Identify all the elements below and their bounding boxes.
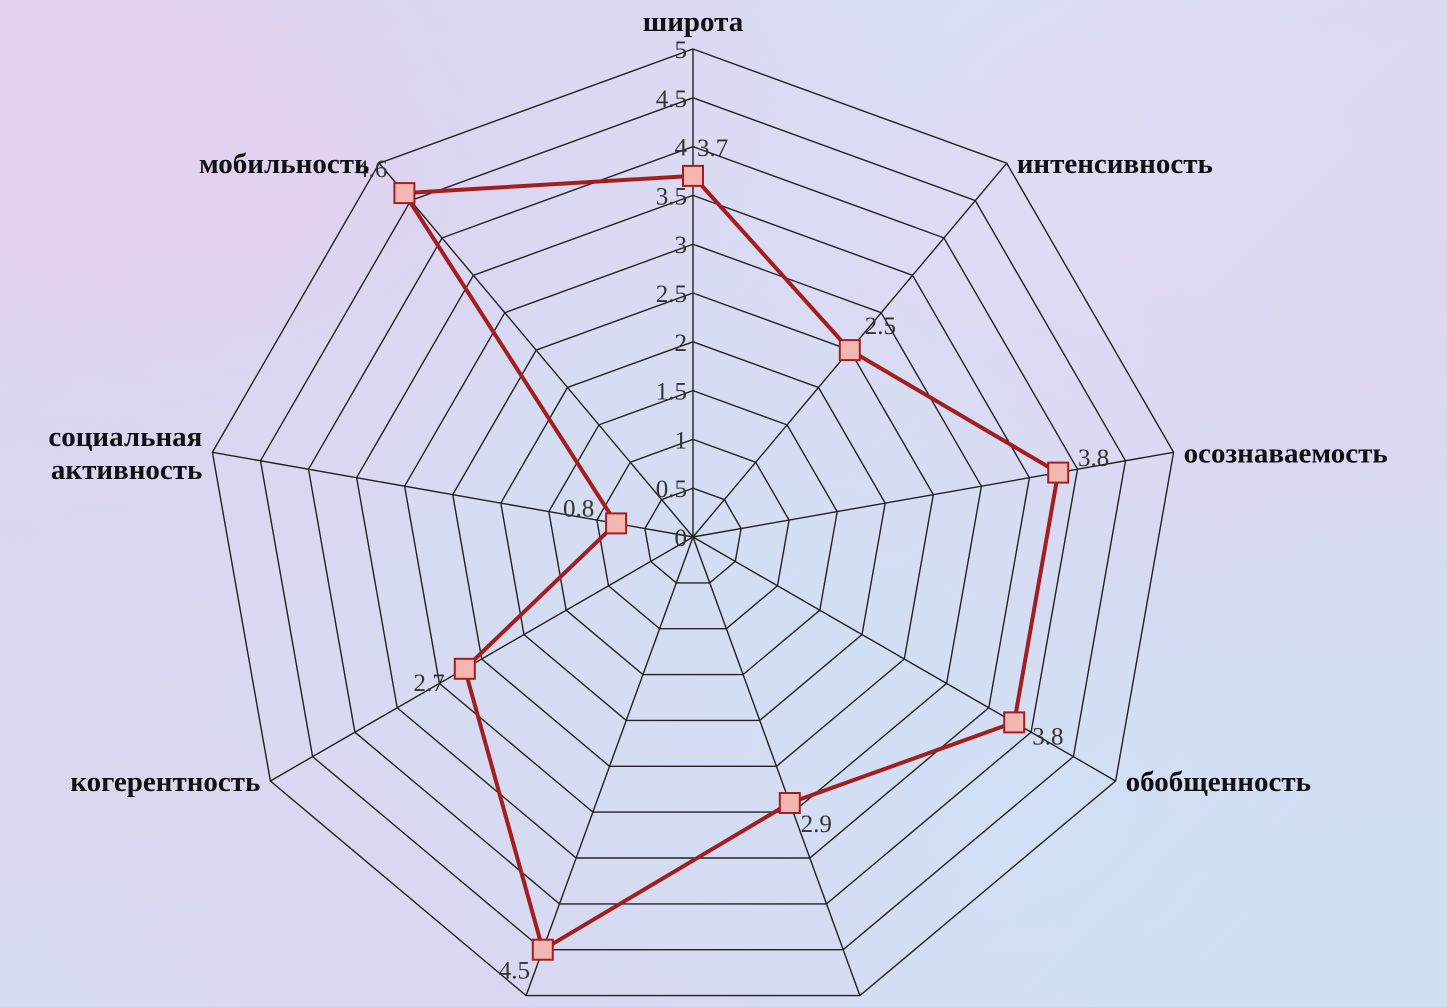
- grid-spoke: [525, 536, 694, 996]
- data-point: [605, 512, 628, 535]
- tick-label: 0.5: [656, 476, 687, 503]
- grid-ring: [211, 48, 1175, 997]
- tick-label: 1.5: [656, 379, 687, 406]
- grid-ring: [451, 292, 935, 767]
- category-label: интенсивность: [1017, 148, 1213, 180]
- data-point: [453, 657, 476, 680]
- tick-label: 0: [675, 525, 688, 552]
- tick-label: 5: [675, 37, 688, 64]
- category-label: социальная активность: [48, 421, 202, 486]
- data-point: [682, 164, 704, 187]
- grid-ring: [548, 389, 838, 676]
- data-label: 3.7: [697, 135, 728, 162]
- tick-label: 3.5: [656, 183, 687, 210]
- data-label: 4.5: [499, 958, 530, 985]
- grid-ring: [259, 97, 1127, 951]
- category-label: мобильность: [199, 148, 369, 180]
- grid-spoke: [692, 451, 1174, 538]
- tick-label: 2.5: [656, 281, 687, 308]
- grid-ring: [307, 145, 1079, 905]
- data-label: 3.8: [1078, 445, 1109, 472]
- data-label: 0.8: [563, 496, 594, 523]
- data-point: [1003, 711, 1026, 734]
- tick-label: 2: [675, 330, 688, 357]
- tick-label: 3: [675, 232, 688, 259]
- data-label: 4.6: [356, 156, 387, 183]
- tick-label: 1: [675, 427, 688, 454]
- grid-spoke: [378, 162, 694, 538]
- series-line: [402, 173, 1061, 952]
- data-point: [393, 182, 416, 205]
- grid-spoke: [692, 536, 1116, 782]
- data-point: [838, 339, 861, 362]
- grid-ring: [644, 487, 742, 584]
- grid-ring: [500, 341, 886, 722]
- category-labels: широта интенсивность осознаваемость обобщен…: [48, 6, 1387, 1007]
- data-label: 3.8: [1032, 723, 1063, 750]
- tick-label: 4: [675, 135, 688, 162]
- category-label: обобщенность: [1126, 766, 1311, 798]
- data-point: [1047, 461, 1070, 484]
- grid-spoke: [270, 536, 694, 782]
- category-label: осознаваемость: [1184, 437, 1388, 469]
- data-point: [778, 792, 801, 814]
- data-point: [531, 938, 554, 961]
- radar-grid: [211, 48, 1175, 997]
- category-label: широта: [643, 6, 744, 38]
- tick-label: 4.5: [656, 86, 687, 113]
- data-label: 2.5: [865, 313, 896, 340]
- grid-spoke: [692, 536, 861, 996]
- category-label: когерентность: [70, 766, 260, 798]
- data-label: 2.9: [801, 811, 832, 838]
- data-label: 2.7: [413, 670, 444, 697]
- grid-ring: [355, 194, 1031, 859]
- data-series: 3.7 2.5 3.8 3.8 2.9 4.5 2.7 0.8 4.6: [356, 135, 1109, 985]
- grid-ring: [596, 438, 790, 630]
- radial-tick-labels: 0 0.5 1 1.5 2 2.5 3 3.5 4 4.5 5: [656, 37, 688, 552]
